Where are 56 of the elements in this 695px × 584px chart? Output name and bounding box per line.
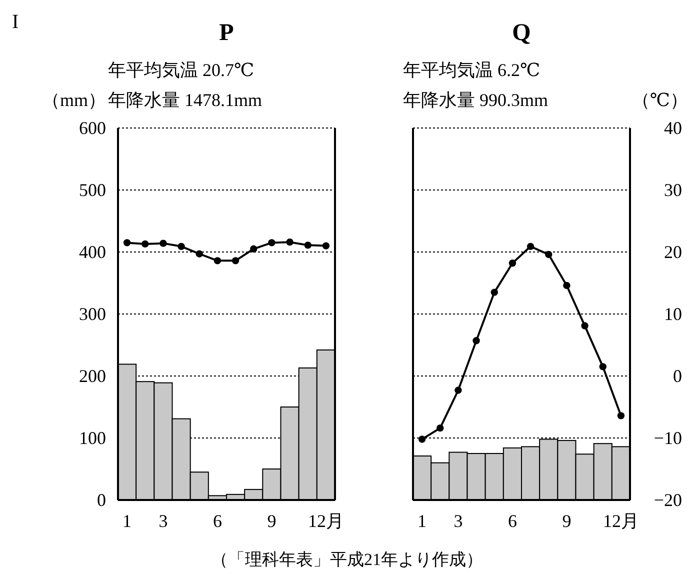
y-tick-label: 100: [79, 428, 106, 448]
point: [508, 260, 516, 267]
y2-axis-title: （℃）: [632, 90, 688, 110]
x-tick-label: 12月: [308, 511, 344, 531]
point: [581, 322, 588, 330]
x-tick-label: 1: [418, 511, 427, 531]
y-tick-label: 0: [97, 490, 106, 510]
point: [322, 242, 330, 250]
chart-subtitle: 年平均気温 20.7℃ 年降水量 1478.1mm: [108, 60, 262, 110]
point: [454, 386, 462, 394]
point: [599, 363, 606, 370]
point: [304, 242, 312, 249]
text: （「理科年表」平成21年より作成）: [211, 550, 483, 569]
point: [545, 250, 552, 258]
y2-tick-label: 20: [664, 242, 682, 262]
y-tick-label: 300: [79, 304, 106, 324]
y-tick-label: 400: [79, 242, 106, 262]
point: [178, 242, 185, 250]
x-tick-label: 12月: [602, 511, 639, 531]
y2-tick-label: 30: [664, 180, 682, 200]
y-tick-label: 500: [79, 180, 106, 200]
x-tick-label: 6: [508, 511, 517, 531]
point: [232, 257, 240, 264]
point: [286, 238, 294, 246]
point: [142, 240, 149, 248]
y2-tick-label: −20: [654, 490, 682, 510]
y2-tick-label: −10: [654, 428, 682, 448]
point: [250, 245, 258, 252]
x-tick-label: 3: [158, 511, 168, 531]
x-tick-label: 3: [454, 511, 463, 531]
point: [123, 239, 131, 246]
x-tick-label: 9: [562, 511, 572, 531]
y-tick-label: 200: [79, 366, 106, 386]
x-tick-label: 6: [212, 511, 222, 531]
point: [563, 282, 570, 290]
y2-tick-label: 0: [673, 366, 682, 386]
point: [196, 250, 203, 258]
point: [526, 242, 534, 250]
point: [617, 412, 625, 420]
chart-title: P: [219, 20, 234, 46]
y-tick-label: 600: [79, 118, 106, 138]
y-axis-title: （mm）: [42, 90, 106, 110]
point: [472, 337, 480, 344]
point: [268, 239, 276, 246]
chart-title: Q: [512, 20, 531, 46]
point: [160, 240, 167, 247]
chart-subtitle: 年平均気温 6.2℃ 年降水量 990.3mm: [403, 60, 548, 110]
y2-tick-label: 10: [664, 304, 682, 324]
point: [436, 424, 444, 432]
point: [490, 288, 498, 296]
x-tick-label: 9: [267, 511, 276, 531]
y2-tick-label: 40: [664, 118, 682, 138]
x-tick-label: 1: [122, 511, 132, 531]
text: I: [12, 11, 19, 33]
point: [214, 257, 222, 264]
point: [418, 436, 426, 443]
